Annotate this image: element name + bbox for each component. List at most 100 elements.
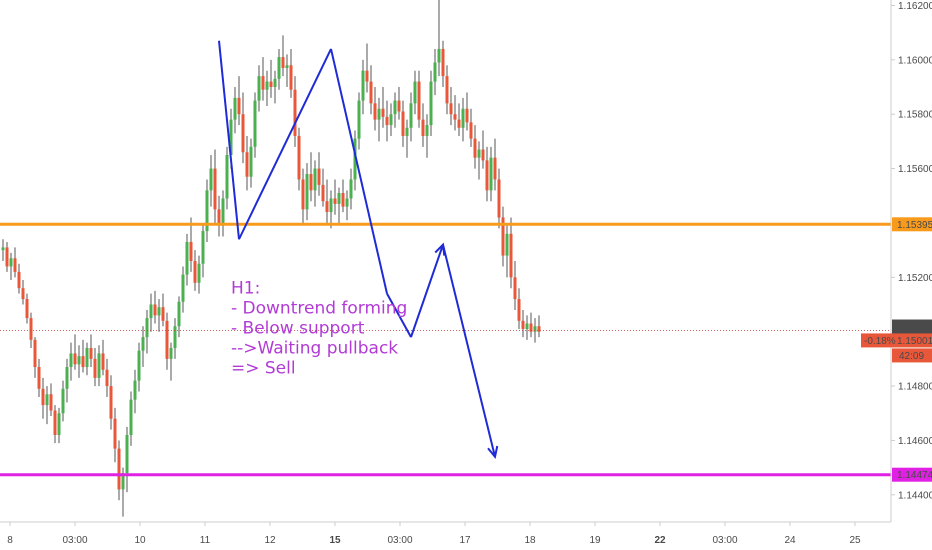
candle-5 [21, 280, 25, 305]
candle-104 [417, 70, 421, 128]
candle-1 [5, 241, 9, 272]
candle-body [125, 435, 129, 474]
candle-body [353, 138, 357, 180]
candle-body [249, 146, 253, 177]
price-labels-layer: 1.15395 1.14474 1.15004-0.18% 1.15001 42:09 [861, 217, 932, 482]
candle-body [61, 388, 65, 414]
candle-body [461, 108, 465, 128]
candle-body [77, 356, 81, 365]
candle-body [377, 108, 381, 120]
annotation-line-4: => Sell [231, 359, 296, 379]
time-tick-label-6: 03:00 [387, 535, 412, 546]
candle-123 [493, 138, 497, 191]
candle-22 [89, 334, 93, 368]
candle-8 [33, 337, 37, 378]
candle-body [21, 288, 25, 300]
candle-75 [301, 168, 305, 223]
candle-body [113, 418, 117, 449]
candle-body [221, 198, 225, 226]
candle-13 [53, 405, 57, 444]
candle-body [301, 179, 305, 210]
candle-97 [389, 103, 393, 136]
candle-body [337, 193, 341, 204]
price-axis[interactable]: 1.14400 1.14600 1.14800 1.15200 1.15600 1.158… [890, 0, 932, 522]
candle-body [25, 299, 29, 319]
candle-body [65, 367, 69, 389]
candle-body [393, 100, 397, 115]
candle-52 [209, 154, 213, 207]
candle-body [181, 274, 185, 302]
candle-body [273, 78, 277, 87]
candle-body [173, 326, 177, 348]
candle-body [245, 152, 249, 177]
candle-body [137, 350, 141, 381]
candle-2 [9, 252, 13, 281]
candle-body [37, 367, 41, 389]
candle-14 [57, 407, 61, 444]
candle-93 [373, 87, 377, 131]
candle-36 [145, 309, 149, 354]
candle-body [373, 103, 377, 120]
annotation-line-3: -->Waiting pullback [231, 339, 398, 359]
candle-132 [529, 312, 533, 338]
time-tick-label-13: 25 [849, 535, 861, 546]
candle-body [53, 410, 57, 435]
candle-body [177, 301, 181, 327]
candle-body [341, 193, 345, 207]
candle-body [261, 76, 265, 90]
candle-body [397, 100, 401, 112]
candle-body [509, 233, 513, 278]
candle-body [521, 320, 525, 329]
candle-body [365, 70, 369, 82]
candle-58 [233, 87, 237, 134]
candle-27 [109, 375, 113, 430]
candle-body [277, 57, 281, 79]
candle-85 [341, 179, 345, 213]
candle-body [281, 57, 285, 68]
candle-126 [505, 222, 509, 278]
candle-64 [257, 65, 261, 112]
candle-106 [425, 114, 429, 158]
candle-body [129, 399, 133, 435]
pullback-arrowhead [434, 242, 446, 256]
candle-134 [537, 315, 541, 338]
candle-50 [201, 222, 205, 278]
time-axis[interactable]: 8 03:00 10 11 12 15 03:00 17 18 19 22 03:00 24 25 [0, 521, 891, 546]
candle-body [169, 348, 173, 359]
candle-108 [433, 48, 437, 96]
resistance-price-label-bg [892, 217, 932, 232]
candle-body [497, 179, 501, 218]
candle-body [133, 380, 137, 400]
candle-body [457, 119, 461, 128]
candle-body [117, 448, 121, 490]
candle-body [421, 119, 425, 136]
candle-87 [349, 168, 353, 210]
candle-body [345, 198, 349, 207]
candle-body [85, 348, 89, 368]
time-tick-label-0: 8 [7, 535, 13, 546]
candle-body [309, 174, 313, 191]
candle-102 [409, 92, 413, 142]
candles-layer [1, 0, 541, 517]
candle-86 [345, 190, 349, 221]
candle-46 [185, 233, 189, 286]
candle-body [453, 114, 457, 120]
time-tick-label-1: 03:00 [62, 535, 87, 546]
candle-body [165, 320, 169, 359]
candle-body [193, 261, 197, 283]
support-resistance-layer [0, 222, 891, 477]
candle-body [321, 184, 325, 202]
candle-40 [161, 293, 165, 327]
candle-34 [137, 342, 141, 392]
candle-body [241, 114, 245, 153]
candle-body [233, 97, 237, 120]
candle-body [409, 103, 413, 128]
candle-100 [401, 100, 405, 147]
candle-43 [173, 318, 177, 359]
candle-body [157, 307, 161, 316]
candle-body [473, 138, 477, 158]
time-tick-label-8: 18 [524, 535, 536, 546]
candle-37 [149, 293, 153, 332]
candle-body [5, 247, 9, 267]
